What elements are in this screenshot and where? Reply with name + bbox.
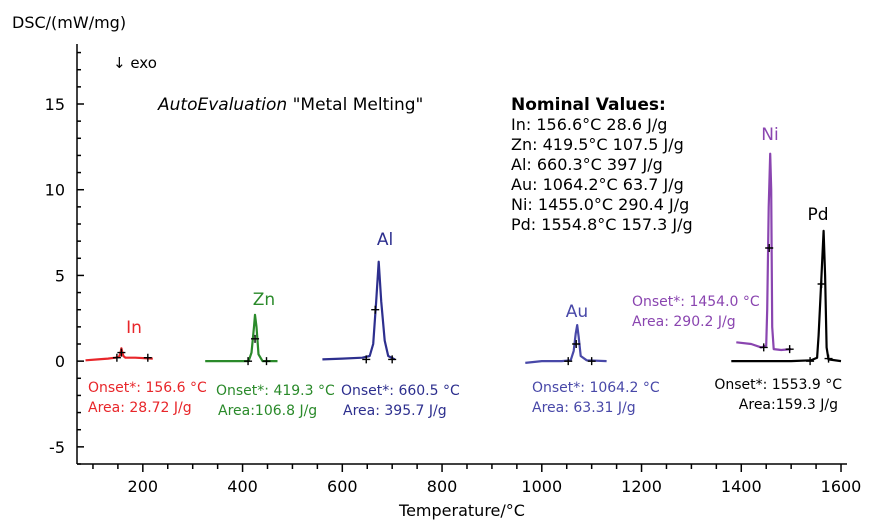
series-zn-marker: [251, 334, 260, 343]
x-tick-label: 800: [427, 477, 458, 496]
series-ni-area: Area: 290.2 J/g: [632, 314, 736, 330]
series-al-area: Area: 395.7 J/g: [343, 403, 447, 419]
series-al-name: Al: [377, 230, 393, 250]
result-annotations: Onset*: 156.6 °C Area: 28.72 J/g Onset*: 4…: [88, 294, 842, 419]
tick-marks: [77, 51, 842, 472]
tick-labels: 200 400 600 800 1000 1200 1400 1600 -5 0 5 10 15: [45, 95, 862, 496]
nominal-value-line: Pd: 1554.8°C 157.3 J/g: [511, 215, 693, 234]
auto-evaluation-text: "Metal Melting": [287, 95, 423, 115]
series-pd-marker: [817, 280, 826, 288]
marker-layer: [112, 244, 833, 366]
series-in-name: In: [126, 318, 142, 338]
series-pd-name: Pd: [807, 205, 828, 225]
y-tick-label: -5: [49, 438, 65, 457]
nominal-value-line: Ni: 1455.0°C 290.4 J/g: [511, 195, 689, 214]
x-tick-label: 600: [327, 477, 358, 496]
series-in-area: Area: 28.72 J/g: [88, 400, 192, 416]
y-tick-label: 5: [55, 266, 65, 285]
series-zn-marker: [262, 357, 271, 366]
series-ni-onset: Onset*: 1454.0 °C: [632, 294, 760, 310]
x-tick-label: 400: [227, 477, 258, 496]
series-ni-marker: [765, 244, 774, 252]
series-pd-marker: [824, 354, 833, 363]
series-au-name: Au: [566, 302, 588, 322]
series-au-marker: [572, 340, 581, 348]
series-zn-area: Area:106.8 J/g: [218, 403, 317, 419]
series-in-marker: [117, 348, 126, 357]
axes: [76, 44, 847, 465]
series-ni-name: Ni: [761, 125, 778, 145]
series-zn-curve: [205, 313, 278, 363]
series-in-marker: [143, 353, 152, 362]
series-in-onset: Onset*: 156.6 °C: [88, 380, 207, 396]
series-ni-marker: [785, 345, 794, 354]
y-axis-label: DSC/(mW/mg): [12, 13, 126, 32]
nominal-value-line: In: 156.6°C 28.6 J/g: [511, 115, 667, 134]
y-tick-label: 10: [45, 181, 65, 200]
y-tick-label: 0: [55, 352, 65, 371]
nominal-values-heading: Nominal Values:: [511, 95, 666, 115]
series-al-onset: Onset*: 660.5 °C: [341, 383, 460, 399]
y-tick-label: 15: [45, 95, 65, 114]
series-zn-marker: [244, 357, 253, 366]
nominal-value-line: Au: 1064.2°C 63.7 J/g: [511, 175, 684, 194]
series-au-marker: [564, 357, 573, 366]
series-layer: [85, 152, 842, 364]
auto-evaluation-italic: AutoEvaluation: [157, 95, 287, 115]
series-in-marker: [112, 353, 121, 362]
series-pd-area: Area:159.3 J/g: [739, 397, 838, 413]
x-axis-label: Temperature/°C: [398, 501, 525, 520]
series-zn-name: Zn: [253, 290, 275, 310]
series-au-marker: [587, 357, 596, 366]
series-zn-onset: Onset*: 419.3 °C: [216, 383, 335, 399]
series-pd-marker: [806, 357, 815, 366]
series-pd-curve: [731, 229, 842, 363]
x-tick-label: 200: [128, 477, 159, 496]
nominal-value-line: Zn: 419.5°C 107.5 J/g: [511, 135, 684, 154]
x-tick-label: 1000: [521, 477, 562, 496]
series-in-curve: [85, 347, 153, 362]
series-al-marker: [371, 305, 380, 314]
series-au-area: Area: 63.31 J/g: [532, 400, 636, 416]
exo-label: ↓ exo: [113, 54, 157, 72]
peak-labels: In Zn Al Au Ni Pd: [126, 125, 828, 338]
nominal-value-line: Al: 660.3°C 397 J/g: [511, 155, 663, 174]
series-ni-curve: [736, 152, 792, 352]
series-al-curve: [322, 260, 396, 361]
series-al-marker: [388, 355, 397, 364]
x-tick-label: 1200: [621, 477, 662, 496]
auto-evaluation-title: AutoEvaluation "Metal Melting": [157, 95, 423, 115]
series-au-onset: Onset*: 1064.2 °C: [532, 380, 660, 396]
series-pd-onset: Onset*: 1553.9 °C: [714, 377, 842, 393]
series-au-curve: [525, 324, 607, 364]
series-al-marker: [362, 355, 371, 364]
x-tick-label: 1600: [821, 477, 862, 496]
nominal-values-list: In: 156.6°C 28.6 J/gZn: 419.5°C 107.5 J/…: [511, 115, 693, 234]
series-ni-marker: [759, 343, 768, 352]
x-tick-label: 1400: [721, 477, 762, 496]
